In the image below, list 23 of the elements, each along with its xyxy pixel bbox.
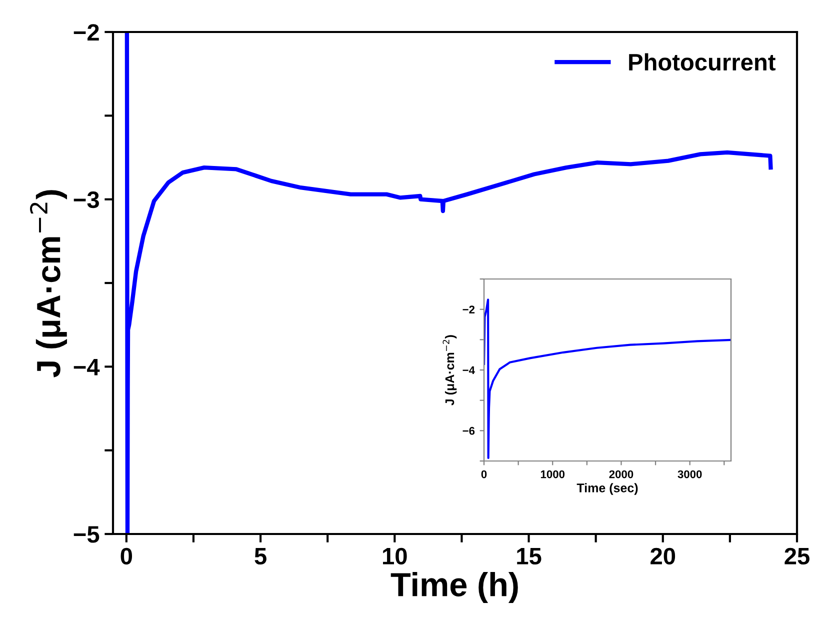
y-tick-label: −6 (462, 426, 475, 435)
x-tick-label: 5 (254, 548, 266, 565)
x-axis-title: Time (sec) (576, 483, 638, 495)
x-tick-label: 20 (650, 548, 676, 565)
line-series (484, 298, 731, 460)
y-axis-title: J (μA·cm$^{−2}$) (442, 335, 457, 406)
y-tick-label: −2 (74, 24, 99, 41)
x-tick-label: 2000 (609, 470, 634, 478)
x-tick-label: 0 (481, 470, 487, 478)
y-tick-label: −4 (462, 366, 475, 374)
x-tick-label: 3000 (678, 470, 702, 478)
x-tick-label: 0 (120, 548, 132, 565)
y-axis-title: J (μA·cm$^{−2}$) (30, 190, 67, 378)
x-tick-label: 10 (383, 548, 407, 565)
y-tick-label: −3 (74, 191, 99, 208)
y-tick-label: −4 (74, 358, 100, 376)
x-tick-label: 25 (784, 548, 810, 565)
y-tick-label: −5 (74, 526, 100, 543)
legend-label: Photocurrent (629, 53, 776, 71)
x-tick-label: 1000 (540, 470, 565, 478)
x-tick-label: 15 (517, 548, 542, 565)
x-axis-title: Time (h) (390, 572, 518, 604)
y-tick-label: −2 (462, 306, 475, 314)
